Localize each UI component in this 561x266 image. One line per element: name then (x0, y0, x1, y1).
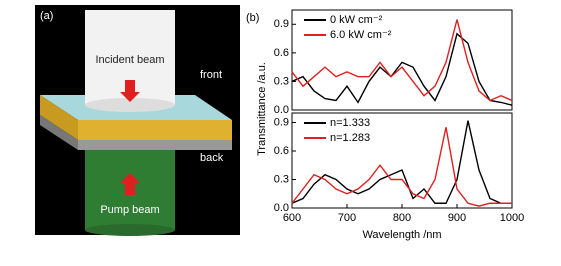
y-tick-label: 0.6 (274, 47, 289, 59)
series-line (291, 19, 513, 102)
plot-frame (291, 9, 513, 111)
legend-label: n=1.283 (330, 132, 370, 144)
x-tick-label: 700 (338, 212, 356, 224)
plot-frame (291, 112, 513, 209)
y-tick-label: 0.9 (274, 116, 289, 128)
x-tick-label: 900 (448, 212, 466, 224)
legend-label: 0 kW cm⁻² (330, 14, 383, 26)
y-tick-label: 0.3 (274, 173, 289, 185)
legend-label: n=1.333 (330, 117, 370, 129)
legend-label: 6.0 kW cm⁻² (330, 29, 392, 41)
panel-label: (b) (246, 12, 259, 24)
front-label: front (200, 69, 222, 81)
y-axis-label: Transmittance /a.u. (256, 62, 268, 156)
back-label: back (200, 152, 224, 164)
y-tick-label: 0.0 (274, 104, 289, 116)
x-axis-label: Wavelength /nm (362, 229, 441, 241)
series-line (291, 127, 512, 207)
y-tick-label: 0.6 (274, 145, 289, 157)
y-tick-label: 0.3 (274, 75, 289, 87)
x-tick-label: 600 (283, 212, 301, 224)
series-line (291, 120, 512, 204)
panel-label: (a) (40, 10, 53, 22)
x-tick-label: 1000 (500, 212, 524, 224)
series-line (291, 32, 513, 106)
y-tick-label: 0.0 (274, 202, 289, 214)
incident-label: Incident beam (95, 54, 164, 66)
y-tick-label: 0.9 (274, 18, 289, 30)
pump-label: Pump beam (100, 204, 159, 216)
x-tick-label: 800 (393, 212, 411, 224)
illustration: (a) Incident beam front back Pump beam (35, 5, 240, 236)
